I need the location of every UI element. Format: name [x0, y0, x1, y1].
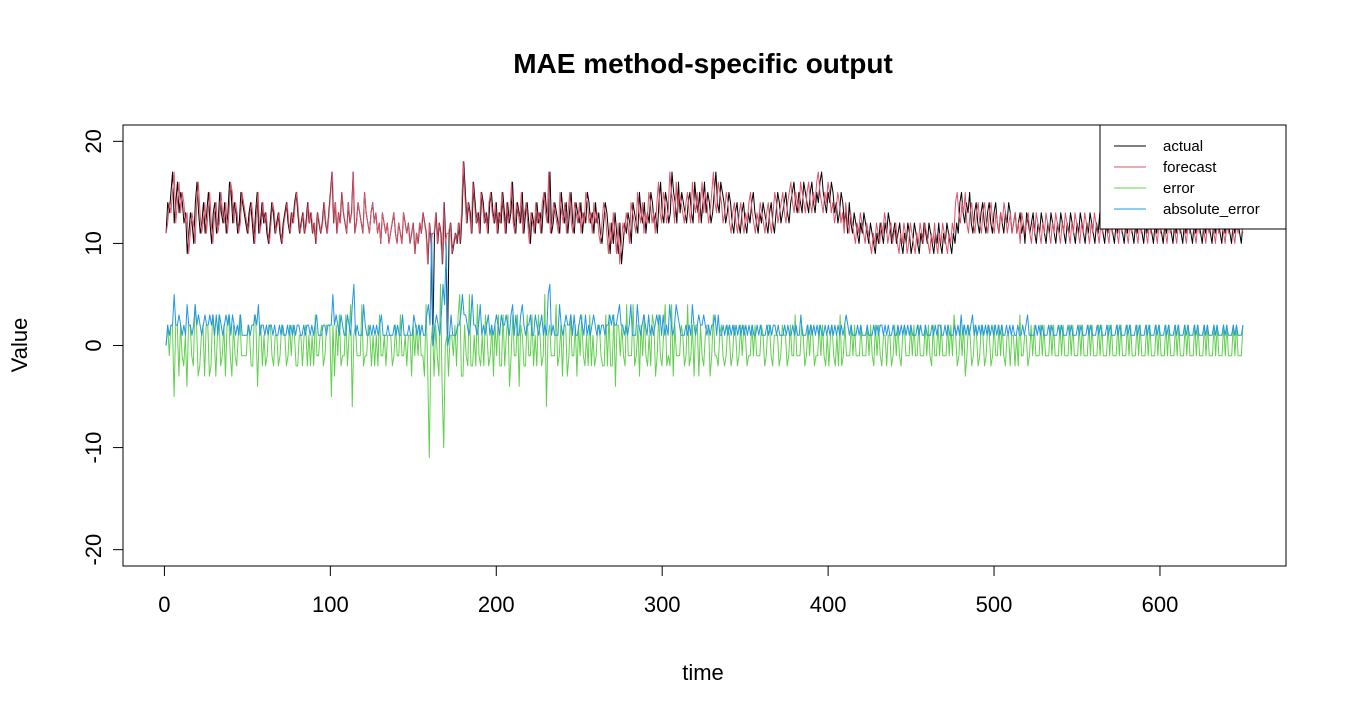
x-tick-label: 400 — [810, 592, 847, 617]
x-tick-label: 500 — [976, 592, 1013, 617]
x-tick-label: 100 — [312, 592, 349, 617]
y-tick-label: -20 — [81, 534, 106, 566]
x-tick-label: 300 — [644, 592, 681, 617]
x-axis: 0 100 200 300 400 500 600 — [158, 565, 1179, 617]
series-line-absolute-error — [165, 232, 1244, 346]
y-axis-label: Value — [7, 318, 32, 373]
y-axis: -20 -10 0 10 20 — [81, 129, 124, 566]
y-tick-label: -10 — [81, 432, 106, 464]
legend: actual forecast error absolute_error — [1099, 124, 1287, 230]
y-tick-label: 0 — [81, 339, 106, 351]
legend-entry-error: error — [1163, 180, 1195, 197]
legend-entry-absolute-error: absolute_error — [1163, 201, 1260, 218]
legend-box — [1099, 124, 1287, 230]
series-layer — [165, 161, 1244, 459]
y-tick-label: 20 — [81, 129, 106, 153]
x-tick-label: 0 — [158, 592, 170, 617]
series-line-error — [165, 283, 1244, 459]
x-axis-label: time — [682, 660, 724, 685]
legend-entry-actual: actual — [1163, 138, 1203, 155]
x-tick-label: 200 — [478, 592, 515, 617]
chart-title: MAE method-specific output — [513, 48, 893, 79]
x-tick-label: 600 — [1142, 592, 1179, 617]
legend-entry-forecast: forecast — [1163, 159, 1217, 176]
series-line-forecast — [165, 161, 1244, 265]
y-tick-label: 10 — [81, 231, 106, 255]
